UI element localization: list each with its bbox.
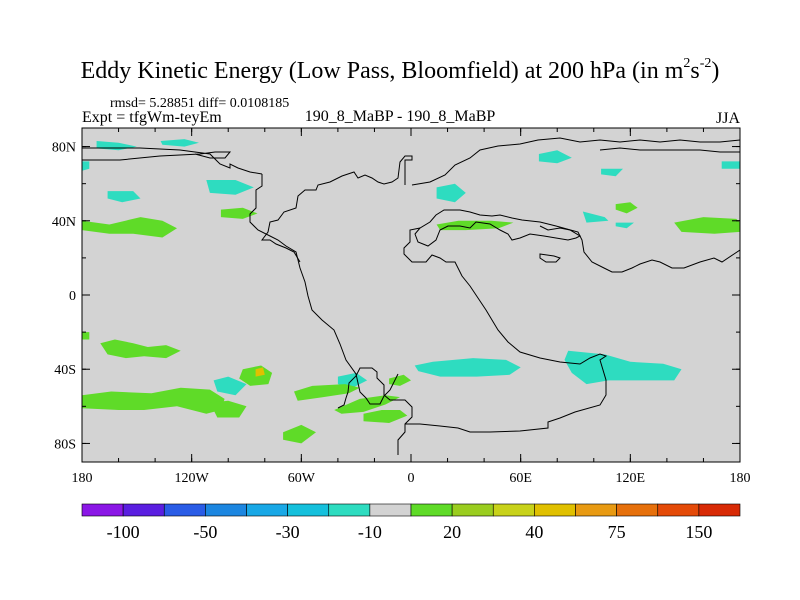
expt-label: Expt = tfgWm-teyEm — [82, 109, 222, 126]
region-pos — [82, 217, 177, 238]
title-mid: s — [690, 58, 700, 84]
coastline-eurasia-africa — [337, 209, 740, 455]
anomaly-regions — [82, 139, 740, 444]
chart-subtitle: 190_8_MaBP - 190_8_MaBP — [304, 108, 496, 125]
region-pos — [209, 400, 247, 418]
region-pos — [363, 410, 408, 423]
colorbar: -100 -50 -30 -10 20 40 75 150 — [81, 503, 741, 542]
coastline-east-asia — [539, 253, 561, 263]
colorbar-swatch — [122, 503, 165, 517]
colorbar-label: 20 — [443, 522, 461, 542]
axis-tick-labels: 180 120W 60W 0 60E 120E 180 80N 40N 0 40S 80S — [52, 141, 751, 486]
region-pos — [389, 374, 411, 386]
colorbar-swatch — [616, 503, 659, 517]
title-sup-2: -2 — [699, 56, 712, 71]
coastline-arctic-eurasia — [261, 137, 740, 263]
colorbar-label: -100 — [107, 522, 140, 542]
y-tick-label: 40N — [52, 215, 76, 230]
map-background — [82, 128, 740, 462]
colorbar-label: -30 — [276, 522, 300, 542]
region-neg — [538, 150, 572, 164]
region-pos — [82, 332, 90, 340]
region-pos — [283, 424, 316, 444]
colorbar-swatch — [246, 503, 288, 517]
x-tick-label: 120E — [616, 471, 646, 486]
coastline-americas — [249, 174, 399, 405]
colorbar-label: -50 — [193, 522, 217, 542]
coastline-arctic-america — [82, 147, 263, 175]
region-neg — [206, 180, 254, 195]
colorbar-swatch — [575, 503, 617, 517]
colorbar-swatch — [451, 503, 494, 517]
y-tick-label: 40S — [54, 363, 76, 378]
region-pos — [615, 202, 638, 214]
region-pos — [100, 339, 181, 359]
colorbar-swatch — [205, 503, 247, 517]
colorbar-swatch — [698, 503, 741, 517]
region-neg — [107, 191, 141, 203]
coastline-asia-interior — [414, 221, 582, 247]
colorbar-label: 40 — [525, 522, 543, 542]
y-tick-label: 80S — [54, 437, 76, 452]
colorbar-swatch — [534, 503, 576, 517]
region-neg — [721, 161, 740, 169]
colorbar-swatch — [163, 503, 206, 517]
region-neg — [564, 350, 682, 385]
colorbar-swatch — [328, 503, 371, 517]
x-tick-label: 180 — [730, 471, 751, 486]
coastline-arctic-east — [599, 147, 740, 153]
rmsd-stats: rmsd= 5.28851 diff= 0.0108185 — [110, 96, 290, 111]
region-neg — [414, 358, 521, 377]
colorbar-swatch — [492, 503, 535, 517]
colorbar-label: 75 — [608, 522, 626, 542]
title-sup-1: 2 — [683, 56, 691, 71]
colorbar-label: -10 — [358, 522, 382, 542]
region-neg — [601, 168, 623, 177]
y-tick-label: 80N — [52, 141, 76, 156]
region-neg — [582, 211, 609, 223]
region-neg — [615, 222, 634, 229]
x-tick-label: 60W — [288, 471, 316, 486]
x-tick-label: 60E — [509, 471, 532, 486]
x-tick-label: 0 — [408, 471, 415, 486]
region-pos — [334, 395, 400, 414]
colorbar-swatch — [410, 503, 453, 517]
season-label: JJA — [716, 110, 741, 127]
region-neg — [213, 376, 247, 396]
y-tick-label: 0 — [69, 289, 76, 304]
region-neg — [160, 139, 199, 147]
title-end: ) — [711, 58, 720, 84]
x-tick-label: 180 — [72, 471, 93, 486]
region-pos — [674, 217, 740, 234]
region-pos — [82, 387, 225, 414]
coastlines — [82, 137, 740, 455]
region-pos — [294, 384, 360, 401]
colorbar-label: 150 — [685, 522, 712, 542]
colorbar-swatch — [81, 503, 124, 517]
region-mid — [255, 367, 265, 377]
colorbar-swatch — [657, 503, 700, 517]
region-pos — [220, 207, 258, 219]
x-tick-label: 120W — [175, 471, 210, 486]
chart-title: Eddy Kinetic Energy (Low Pass, Bloomfiel… — [0, 56, 800, 85]
title-main: Eddy Kinetic Energy (Low Pass, Bloomfiel… — [80, 58, 684, 84]
region-neg — [82, 161, 90, 171]
colorbar-swatch — [369, 503, 412, 517]
map-frame — [81, 127, 741, 463]
region-neg — [337, 372, 368, 388]
region-pos — [436, 220, 514, 231]
region-neg — [436, 183, 466, 203]
colorbar-swatch — [287, 503, 330, 517]
